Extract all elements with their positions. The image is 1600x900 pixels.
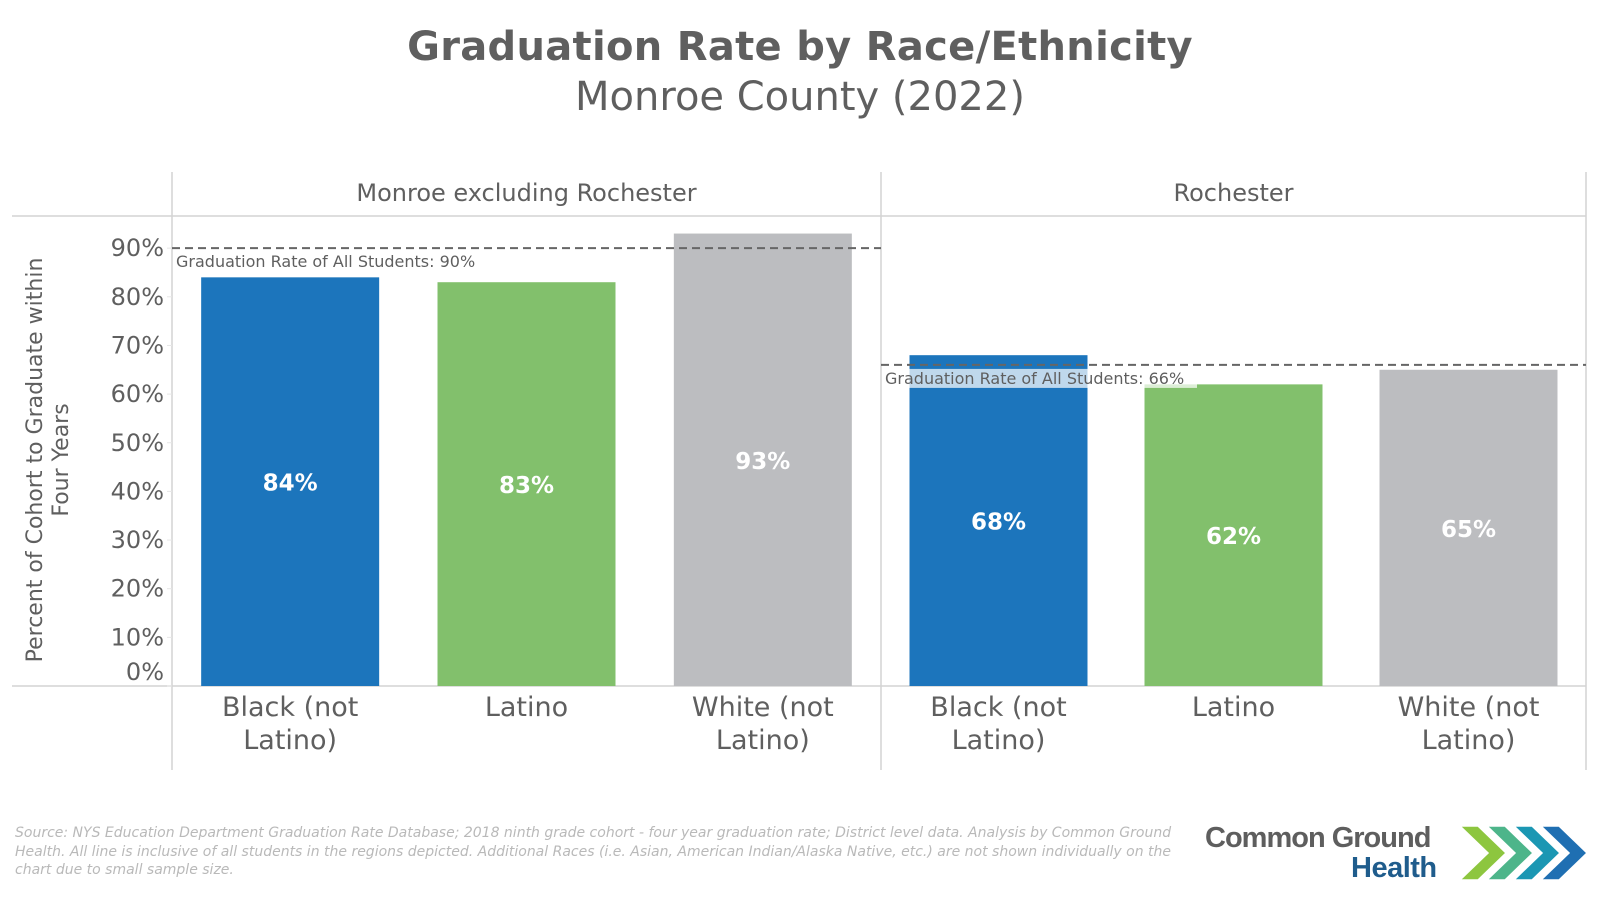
y-tick-label: 10% <box>111 623 164 651</box>
y-tick-label: 20% <box>111 575 164 603</box>
chart-title: Graduation Rate by Race/Ethnicity <box>407 24 1193 70</box>
bar-chart: 0% 10% 20% 30% 40% 50% 60% 70% 80% 90% Percent of … <box>12 172 1587 770</box>
source-note: Source: NYS Education Department Graduat… <box>15 825 1172 878</box>
bar <box>1144 384 1323 686</box>
data-label: 65% <box>1441 517 1496 543</box>
chevron-icon <box>1485 825 1535 881</box>
chevrons-icon <box>1460 825 1589 881</box>
chevron-icon <box>1512 825 1562 881</box>
panel-header: Rochester <box>1174 179 1294 207</box>
y-tick-label: 40% <box>111 477 164 505</box>
x-category-label: White (not <box>1398 692 1540 723</box>
chevron-icon <box>1539 825 1589 881</box>
y-axis-title-line: Percent of Cohort to Graduate within <box>23 258 48 663</box>
y-tick-label: 50% <box>111 429 164 457</box>
bar <box>673 233 852 686</box>
reference-label-background <box>173 252 488 272</box>
x-category-label: Latino) <box>716 725 810 756</box>
x-category-label: Black (not <box>222 692 358 723</box>
reference-label-background <box>882 368 1197 388</box>
y-tick-label: 60% <box>111 380 164 408</box>
x-category-label: Black (not <box>930 692 1066 723</box>
chart-subtitle: Monroe County (2022) <box>575 74 1025 120</box>
y-tick-label: 70% <box>111 331 164 359</box>
logo-text-line2: Health <box>1351 852 1437 884</box>
y-axis-title-line: Four Years <box>49 403 74 516</box>
bar <box>201 277 380 686</box>
logo-text-line1: Common Ground <box>1205 822 1431 854</box>
y-tick-label: 80% <box>111 283 164 311</box>
bar <box>909 355 1088 686</box>
bar <box>437 282 616 686</box>
x-category-label: Latino <box>1192 692 1275 723</box>
data-label: 93% <box>735 449 790 475</box>
bar <box>1379 369 1558 686</box>
reference-label: Graduation Rate of All Students: 90% <box>176 252 475 271</box>
y-tick-label: 90% <box>111 234 164 262</box>
panel-header: Monroe excluding Rochester <box>356 179 696 207</box>
chevron-icon <box>1460 825 1508 881</box>
x-category-label: Latino) <box>243 725 337 756</box>
reference-label: Graduation Rate of All Students: 66% <box>885 369 1184 388</box>
x-category-label: Latino) <box>952 725 1046 756</box>
y-axis-title: Percent of Cohort to Graduate withinFour… <box>23 258 74 663</box>
data-label: 68% <box>971 510 1026 536</box>
x-category-label: White (not <box>692 692 834 723</box>
x-category-label: Latino <box>485 692 568 723</box>
y-tick-label: 0% <box>126 658 164 686</box>
data-label: 84% <box>263 471 318 497</box>
y-tick-label: 30% <box>111 526 164 554</box>
data-label: 62% <box>1206 524 1261 550</box>
data-label: 83% <box>499 473 554 499</box>
common-ground-health-logo: Common Ground Health <box>1205 818 1595 890</box>
x-category-label: Latino) <box>1422 725 1516 756</box>
